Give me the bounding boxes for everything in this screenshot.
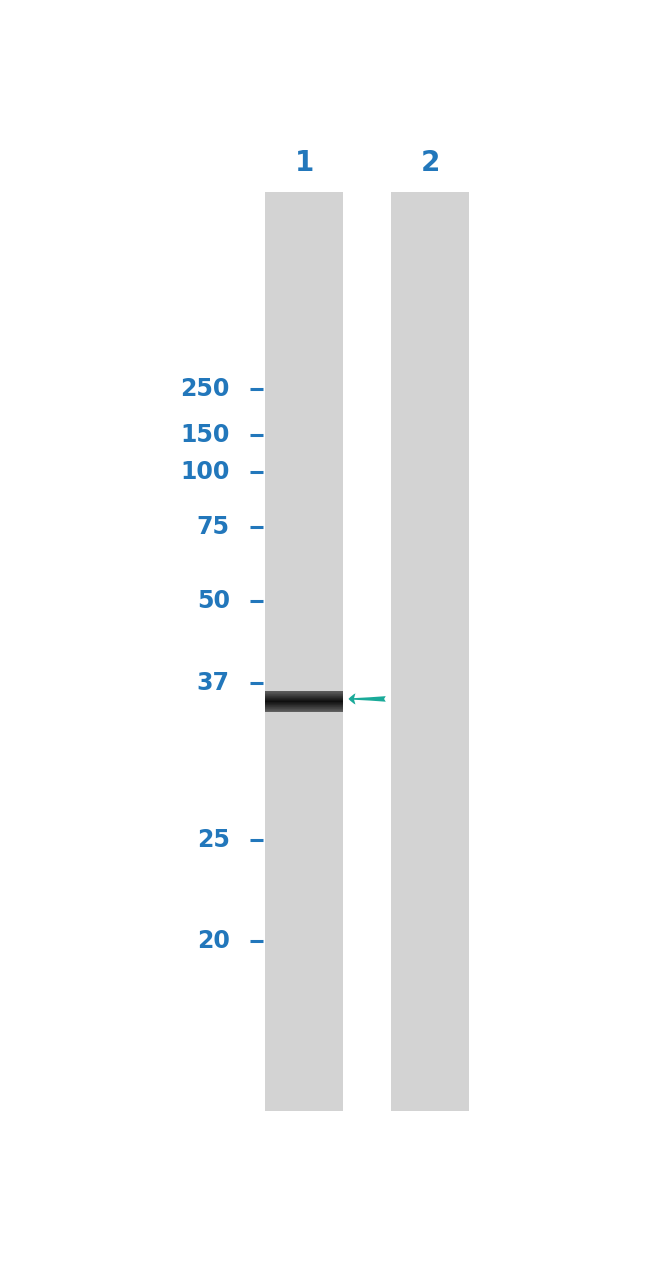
Text: 20: 20 [197,928,230,952]
Bar [265,696,343,697]
Bar [265,700,343,702]
Text: 150: 150 [181,423,230,447]
Text: 1: 1 [294,149,314,177]
Bar [265,691,343,692]
Bar [265,693,343,695]
Bar [265,706,343,707]
Bar [265,695,343,696]
Bar [265,707,343,709]
Bar [265,695,343,696]
Bar [265,705,343,706]
Bar [265,701,343,702]
Bar [265,696,343,697]
Bar [265,696,343,697]
Text: 37: 37 [197,672,230,695]
Bar [265,704,343,705]
Bar [265,702,343,704]
Bar [265,705,343,706]
Bar [265,693,343,695]
Bar [265,710,343,711]
Bar [265,700,343,701]
Bar [265,710,343,711]
Bar [265,692,343,693]
Bar [265,693,343,695]
Bar [265,697,343,698]
Bar [265,702,343,704]
Bar [265,705,343,706]
Text: 50: 50 [197,588,230,612]
Text: 75: 75 [197,516,230,538]
Text: 2: 2 [421,149,440,177]
Text: 100: 100 [181,460,230,484]
Bar [265,706,343,707]
Bar [265,709,343,710]
Bar [265,700,343,701]
Bar [265,692,343,693]
Bar [265,702,343,704]
Bar [265,706,343,707]
Bar [265,704,343,705]
Bar [265,707,343,709]
Bar [265,701,343,702]
Bar [265,707,343,709]
Bar [265,704,343,705]
Bar [265,692,343,693]
Bar [265,710,343,711]
Bar [391,192,469,1111]
Text: 25: 25 [197,828,230,852]
Bar [265,698,343,700]
Bar [265,709,343,710]
Bar [265,697,343,698]
Bar [265,698,343,700]
Bar [265,691,343,693]
Bar [265,698,343,701]
Bar [265,695,343,696]
Bar [265,707,343,710]
Bar [265,691,343,692]
Bar [265,701,343,702]
Bar [265,697,343,698]
Bar [265,709,343,711]
Bar [265,698,343,700]
Text: 250: 250 [181,377,230,401]
Bar [265,192,343,1111]
